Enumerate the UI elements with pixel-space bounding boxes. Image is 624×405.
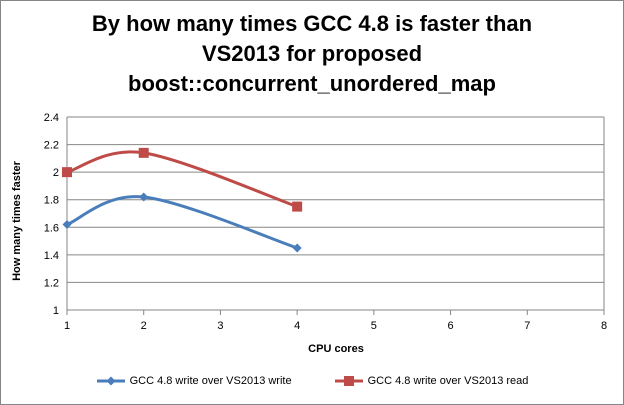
series-line-1: [65, 150, 299, 209]
x-tick-label-4: 5: [371, 320, 377, 332]
y-tick-label-3: 1.6: [44, 222, 59, 234]
series-line-0: [65, 195, 299, 250]
legend-label-0: GCC 4.8 write over VS2013 write: [129, 375, 292, 387]
legend-marker-0: [106, 376, 116, 386]
y-tick-label-1: 1.2: [44, 277, 59, 289]
y-tick-label-2: 1.4: [44, 250, 59, 262]
legend-marker-1: [343, 376, 354, 386]
x-tick-label-1: 2: [141, 320, 147, 332]
y-tick-label-5: 2: [53, 167, 59, 179]
x-tick-label-7: 8: [601, 320, 607, 332]
series-1-point-0: [62, 167, 72, 178]
series-0-point-2: [292, 243, 302, 253]
x-tick-label-5: 6: [448, 320, 454, 332]
x-axis-title: CPU cores: [308, 343, 364, 355]
legend-swatch-1: [334, 376, 363, 386]
x-tick-label-0: 1: [64, 320, 70, 332]
x-tick-label-2: 3: [217, 320, 223, 332]
series-0-point-1: [139, 192, 149, 202]
legend-entry-0: GCC 4.8 write over VS2013 write: [96, 375, 292, 387]
y-tick-label-6: 2.2: [44, 140, 59, 152]
series-1-point-1: [138, 147, 149, 158]
legend-label-1: GCC 4.8 write over VS2013 read: [367, 375, 529, 387]
series-0-point-0: [62, 220, 72, 230]
chart-title: By how many times GCC 4.8 is faster than…: [1, 9, 623, 99]
legend: GCC 4.8 write over VS2013 write GCC 4.8 w…: [1, 375, 623, 387]
y-tick-label-4: 1.8: [44, 195, 59, 207]
y-axis-title: How many times faster: [11, 161, 23, 281]
y-tick-label-7: 2.4: [44, 112, 59, 124]
chart-title-line-3: boost::concurrent_unordered_map: [128, 71, 496, 96]
legend-swatch-0: [96, 376, 125, 386]
legend-entry-1: GCC 4.8 write over VS2013 read: [334, 375, 529, 387]
x-tick-label-6: 7: [524, 320, 530, 332]
y-tick-label-0: 1: [53, 305, 59, 317]
chart-title-line-1: By how many times GCC 4.8 is faster than: [91, 11, 533, 36]
chart-title-line-2: VS2013 for proposed: [201, 41, 423, 66]
x-tick-label-3: 4: [294, 320, 300, 332]
series-1-point-2: [292, 201, 303, 212]
